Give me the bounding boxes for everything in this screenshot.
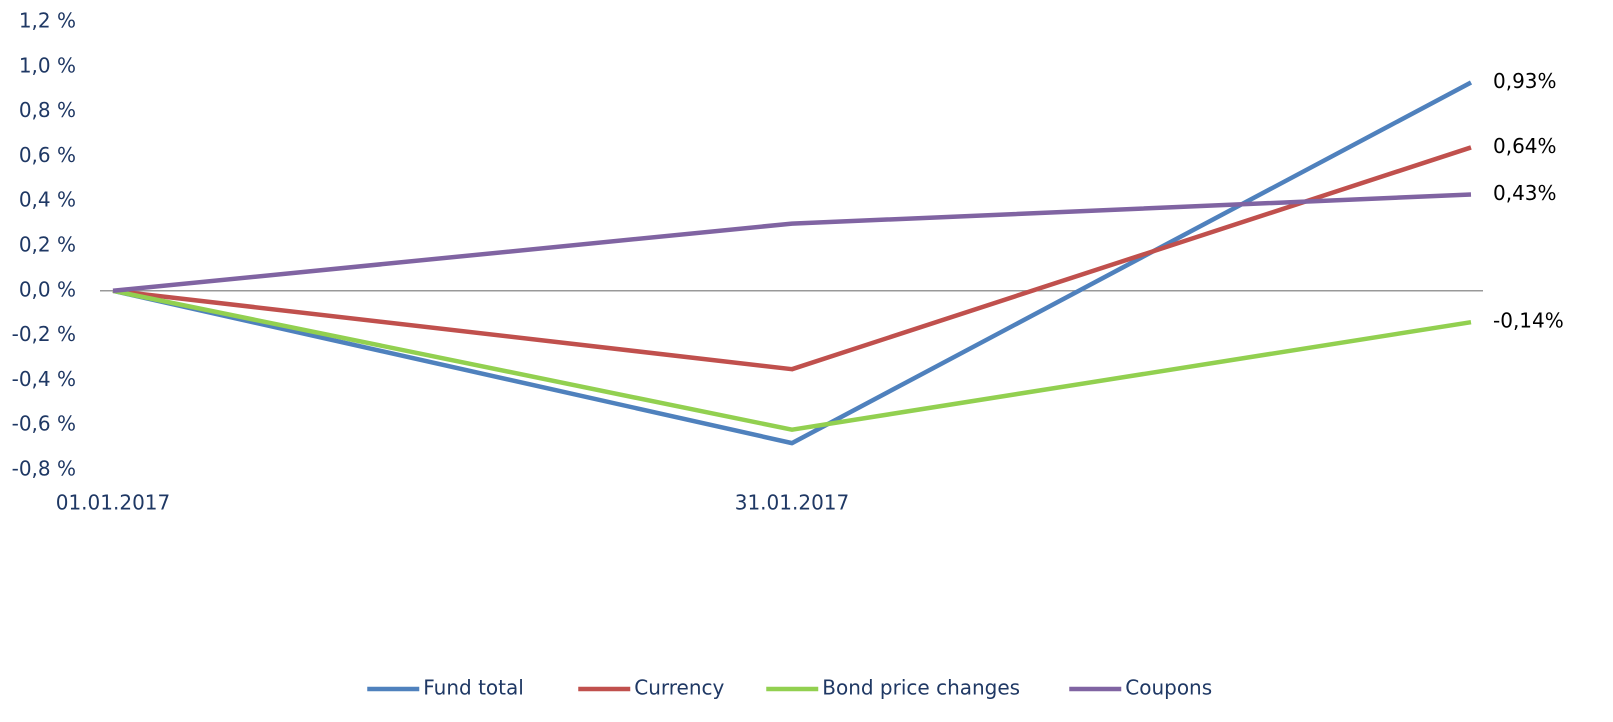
series-line bbox=[112, 80, 1473, 446]
y-tick-label: -0,8 % bbox=[12, 457, 76, 481]
legend-label: Currency bbox=[634, 676, 724, 700]
x-tick-label: 31.01.2017 bbox=[735, 491, 850, 515]
y-tick-label: 0,6 % bbox=[19, 143, 76, 167]
y-tick-label: -0,6 % bbox=[12, 412, 76, 436]
series-line bbox=[112, 288, 1472, 432]
data-label: 0,64% bbox=[1493, 134, 1557, 158]
data-label: 0,93% bbox=[1493, 69, 1557, 93]
x-tick-label: 01.01.2017 bbox=[56, 491, 171, 515]
data-label: -0,14% bbox=[1493, 309, 1564, 333]
y-tick-label: 0,0 % bbox=[19, 277, 76, 301]
legend-label: Bond price changes bbox=[822, 676, 1020, 700]
series-line bbox=[112, 145, 1472, 372]
y-tick-label: -0,4 % bbox=[12, 367, 76, 391]
y-tick-label: 0,2 % bbox=[19, 233, 76, 257]
y-tick-label: -0,2 % bbox=[12, 322, 76, 346]
y-tick-label: 0,8 % bbox=[19, 98, 76, 122]
legend-label: Fund total bbox=[423, 676, 524, 700]
y-tick-label: 1,2 % bbox=[19, 9, 76, 33]
data-label: 0,43% bbox=[1493, 181, 1557, 205]
series-line bbox=[112, 192, 1472, 294]
y-tick-label: 1,0 % bbox=[19, 53, 76, 77]
y-tick-label: 0,4 % bbox=[19, 188, 76, 212]
legend-label: Coupons bbox=[1125, 676, 1212, 700]
